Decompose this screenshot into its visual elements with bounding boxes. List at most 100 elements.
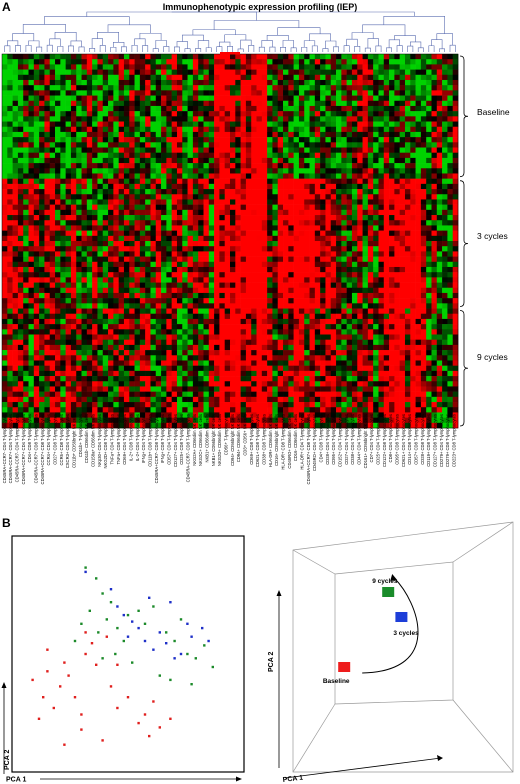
- heatmap-cell: [76, 163, 82, 169]
- heatmap-cell: [129, 54, 135, 60]
- heatmap-cell: [267, 344, 273, 351]
- heatmap-cell: [81, 142, 88, 148]
- heatmap-cell: [214, 246, 220, 252]
- dendrogram-branch: [155, 40, 167, 49]
- heatmap-cell: [7, 292, 13, 299]
- heatmap-cell: [49, 178, 56, 185]
- heatmap-cell: [60, 287, 66, 294]
- heatmap-cell: [426, 69, 432, 76]
- heatmap-cell: [431, 173, 438, 179]
- heatmap-cell: [426, 131, 432, 138]
- heatmap-cell: [288, 152, 294, 159]
- heatmap-cell: [198, 235, 204, 242]
- heatmap-cell: [235, 163, 241, 169]
- heatmap-cell: [145, 256, 151, 263]
- heatmap-cell: [118, 292, 125, 299]
- heatmap-cell: [404, 329, 411, 335]
- heatmap-cell: [314, 194, 321, 200]
- heatmap-cell: [256, 157, 263, 164]
- heatmap-cell: [118, 163, 125, 169]
- heatmap-cell: [145, 69, 151, 76]
- heatmap-cell: [267, 168, 273, 174]
- heatmap-cell: [17, 241, 24, 247]
- heatmap-cell: [92, 235, 98, 242]
- heatmap-cell: [23, 235, 29, 242]
- heatmap-cell: [192, 251, 199, 257]
- heatmap-cell: [113, 199, 119, 205]
- heatmap-cell: [420, 126, 427, 133]
- heatmap-cell: [44, 126, 51, 133]
- heatmap-cell: [118, 131, 125, 138]
- heatmap-cell: [314, 303, 321, 309]
- heatmap-cell: [298, 204, 305, 211]
- heatmap-cell: [256, 69, 263, 76]
- heatmap-cell: [23, 157, 29, 164]
- heatmap-cell: [76, 173, 82, 179]
- heatmap-cell: [288, 272, 294, 278]
- heatmap-cell: [145, 308, 151, 315]
- heatmap-cell: [44, 131, 51, 138]
- heatmap-cell: [346, 69, 353, 76]
- heatmap-cell: [330, 147, 337, 153]
- heatmap-cell: [256, 272, 263, 278]
- heatmap-cell: [65, 152, 72, 159]
- heatmap-cell: [76, 54, 82, 60]
- heatmap-cell: [431, 220, 438, 226]
- heatmap-cell: [198, 142, 204, 148]
- heatmap-cell: [436, 79, 443, 86]
- heatmap-cell: [139, 116, 146, 122]
- heatmap-cell: [12, 298, 19, 304]
- heatmap-cell: [219, 183, 225, 190]
- heatmap-cell: [298, 157, 305, 164]
- heatmap-cell: [86, 235, 93, 242]
- heatmap-cell: [320, 199, 326, 205]
- heatmap-cell: [288, 266, 294, 273]
- heatmap-cell: [70, 105, 77, 112]
- heatmap-cell: [155, 116, 162, 122]
- heatmap-cell: [2, 116, 8, 122]
- heatmap-cell: [224, 344, 231, 351]
- heatmap-cell: [97, 199, 104, 205]
- heatmap-cell: [92, 277, 98, 283]
- heatmap-cell: [224, 266, 231, 273]
- heatmap-cell: [325, 272, 332, 278]
- heatmap-cell: [86, 90, 93, 96]
- heatmap-cell: [426, 324, 432, 330]
- heatmap-cell: [452, 59, 459, 65]
- heatmap-cell: [203, 168, 210, 174]
- heatmap-cell: [426, 142, 432, 148]
- heatmap-cell: [39, 178, 45, 185]
- heatmap-cell: [208, 230, 215, 237]
- heatmap-cell: [383, 90, 390, 96]
- heatmap-cell: [325, 225, 332, 231]
- heatmap-cell: [351, 256, 358, 263]
- heatmap-cell: [431, 168, 438, 174]
- heatmap-cell: [325, 152, 332, 159]
- heatmap-cell: [7, 329, 13, 335]
- heatmap-cell: [442, 308, 448, 315]
- heatmap-cell: [288, 147, 294, 153]
- heatmap-cell: [367, 59, 374, 65]
- heatmap-cell: [145, 105, 151, 112]
- heatmap-cell: [320, 261, 326, 268]
- heatmap-cell: [102, 235, 109, 242]
- heatmap-cell: [139, 178, 146, 185]
- heatmap-cell: [267, 220, 273, 226]
- heatmap-cell: [293, 318, 300, 325]
- heatmap-cell: [17, 116, 24, 122]
- panel-a-label: A: [2, 0, 11, 14]
- heatmap-cell: [145, 277, 151, 283]
- heatmap-cell: [367, 95, 374, 102]
- heatmap-cell: [118, 85, 125, 91]
- heatmap-cell: [214, 194, 220, 200]
- heatmap-cell: [97, 183, 104, 190]
- heatmap-cell: [378, 225, 385, 231]
- heatmap-cell: [208, 173, 215, 179]
- heatmap-cell: [55, 204, 61, 211]
- heatmap-cell: [357, 235, 363, 242]
- heatmap-cell: [2, 209, 8, 216]
- heatmap-cell: [367, 251, 374, 257]
- heatmap-cell: [304, 168, 310, 174]
- heatmap-cell: [272, 220, 279, 226]
- heatmap-cell: [267, 59, 273, 65]
